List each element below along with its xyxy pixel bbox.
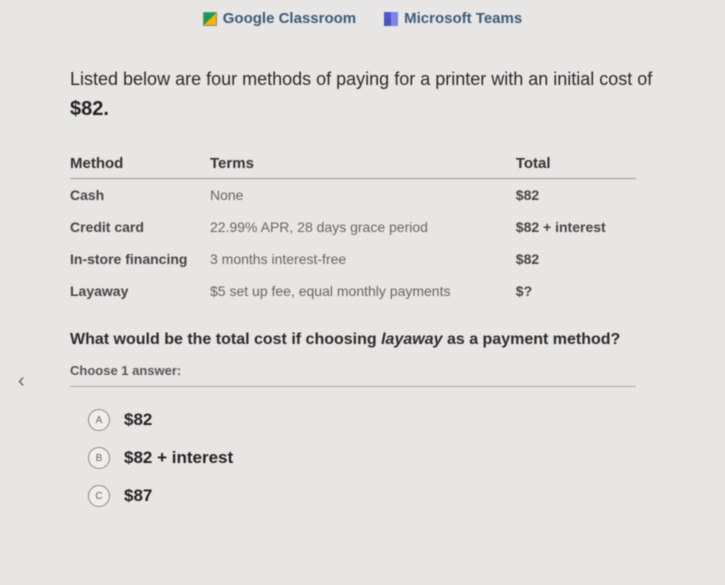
microsoft-teams-icon: [384, 12, 398, 26]
intro-text: Listed below are four methods of paying …: [70, 67, 685, 92]
answer-option-c[interactable]: C $87: [70, 477, 685, 515]
col-header-method: Method: [70, 149, 210, 179]
top-links-bar: Google Classroom Microsoft Teams: [0, 0, 725, 27]
col-header-terms: Terms: [210, 149, 516, 179]
answer-text: $82: [124, 410, 152, 430]
content-area: Listed below are four methods of paying …: [0, 27, 725, 515]
cell-method: In-store financing: [70, 243, 210, 275]
table-row: In-store financing 3 months interest-fre…: [70, 243, 636, 275]
radio-icon: C: [88, 485, 110, 507]
cell-terms: 3 months interest-free: [210, 243, 516, 275]
google-classroom-label: Google Classroom: [223, 10, 356, 27]
cell-method: Layaway: [70, 275, 210, 307]
answer-text: $87: [124, 486, 152, 506]
question-post: as a payment method?: [443, 331, 621, 348]
radio-icon: A: [88, 409, 110, 431]
google-classroom-link[interactable]: Google Classroom: [203, 10, 356, 27]
microsoft-teams-label: Microsoft Teams: [404, 10, 522, 27]
google-classroom-icon: [203, 12, 217, 26]
answer-option-a[interactable]: A $82: [70, 401, 685, 439]
answers-list: A $82 B $82 + interest C $87: [70, 401, 685, 515]
answer-option-b[interactable]: B $82 + interest: [70, 439, 685, 477]
cell-total: $82: [516, 179, 636, 212]
cell-method: Credit card: [70, 211, 210, 243]
cell-terms: 22.99% APR, 28 days grace period: [210, 211, 516, 243]
cell-terms: None: [210, 179, 516, 212]
cell-total: $82: [516, 243, 636, 275]
back-caret-icon[interactable]: ‹: [18, 370, 25, 393]
answer-text: $82 + interest: [124, 448, 233, 468]
table-row: Credit card 22.99% APR, 28 days grace pe…: [70, 211, 636, 243]
col-header-total: Total: [516, 149, 636, 179]
table-row: Layaway $5 set up fee, equal monthly pay…: [70, 275, 636, 307]
microsoft-teams-link[interactable]: Microsoft Teams: [384, 10, 522, 27]
question-pre: What would be the total cost if choosing: [70, 331, 381, 348]
cell-total: $82 + interest: [516, 211, 636, 243]
table-row: Cash None $82: [70, 179, 636, 212]
payment-methods-table: Method Terms Total Cash None $82 Credit …: [70, 149, 636, 307]
question-emphasis: layaway: [381, 331, 442, 348]
cell-method: Cash: [70, 179, 210, 212]
cell-terms: $5 set up fee, equal monthly payments: [210, 275, 516, 307]
choose-label: Choose 1 answer:: [70, 363, 636, 387]
cell-total: $?: [516, 275, 636, 307]
radio-icon: B: [88, 447, 110, 469]
price-text: $82.: [70, 98, 685, 121]
question-text: What would be the total cost if choosing…: [70, 331, 685, 349]
